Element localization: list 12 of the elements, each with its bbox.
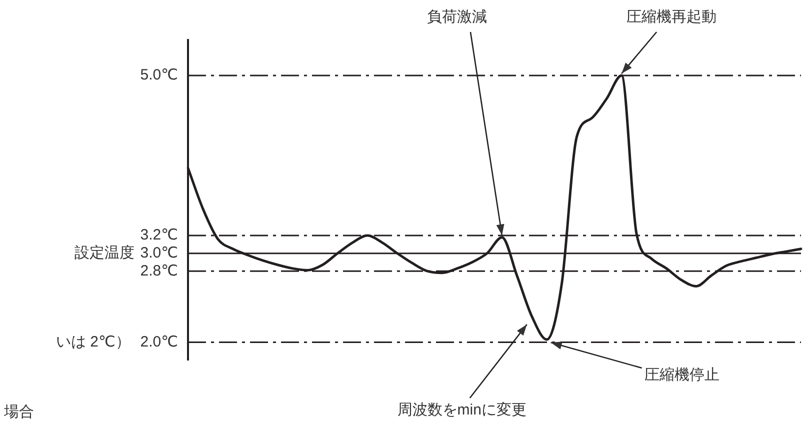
- text: 圧縮機再起動: [626, 8, 717, 26]
- text: 負荷激減: [426, 8, 487, 26]
- ref-line-label: 設定温度: [74, 244, 134, 262]
- y-tick-label: 5.0℃: [140, 66, 178, 84]
- y-tick-label: 2.8℃: [140, 262, 178, 280]
- y-tick-label: 2.0℃: [140, 333, 178, 350]
- text: 周波数をminに変更: [397, 402, 526, 419]
- text: いは 2℃）: [56, 333, 130, 350]
- y-tick-label: 3.0℃: [140, 244, 178, 262]
- text: 場合: [3, 404, 34, 421]
- y-tick-label: 3.2℃: [140, 226, 178, 244]
- text: 圧縮機停止: [644, 366, 720, 384]
